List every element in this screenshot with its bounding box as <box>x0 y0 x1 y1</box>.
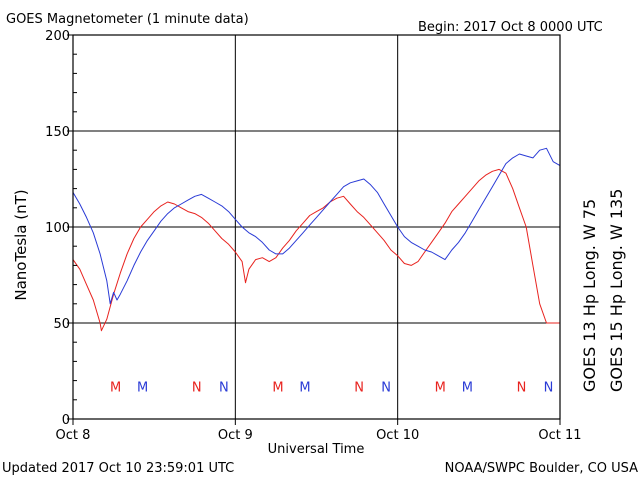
x-tick-label: Oct 11 <box>538 428 581 443</box>
series-line-goes13 <box>72 168 560 332</box>
begin-time: Begin: 2017 Oct 8 0000 UTC <box>418 20 603 35</box>
noon-marker: N <box>381 380 391 395</box>
grid <box>73 35 560 419</box>
midnight-marker: M <box>462 380 473 395</box>
x-tick-label: Oct 8 <box>56 428 91 443</box>
legend-goes15: GOES 15 Hp Long. W 135 <box>607 189 626 392</box>
midnight-marker: M <box>299 380 310 395</box>
axis-ticks: 0 50 100 150 200 Oct 8 Oct 9 Oct 10 Oct 11 <box>45 29 581 443</box>
noon-marker: N <box>354 380 364 395</box>
y-tick-label: 0 <box>62 413 70 428</box>
noon-marker: N <box>192 380 202 395</box>
series-lines <box>72 147 561 332</box>
legend: GOES 13 Hp Long. W 75 GOES 15 Hp Long. W … <box>580 189 626 392</box>
noon-marker: N <box>544 380 554 395</box>
x-tick-label: Oct 9 <box>218 428 253 443</box>
credit: NOAA/SWPC Boulder, CO USA <box>445 461 638 476</box>
x-axis-label: Universal Time <box>268 442 365 457</box>
y-tick-label: 50 <box>53 317 70 332</box>
y-axis-label: NanoTesla (nT) <box>12 189 30 300</box>
chart-title: GOES Magnetometer (1 minute data) <box>6 12 249 27</box>
y-tick-label: 150 <box>45 125 70 140</box>
legend-goes13: GOES 13 Hp Long. W 75 <box>580 199 599 392</box>
updated-time: Updated 2017 Oct 10 23:59:01 UTC <box>2 461 234 476</box>
midnight-marker: M <box>435 380 446 395</box>
midnight-marker: M <box>110 380 121 395</box>
x-tick-label: Oct 10 <box>376 428 419 443</box>
noon-marker: N <box>219 380 229 395</box>
series-line-goes15 <box>72 147 561 305</box>
y-tick-label: 100 <box>45 221 70 236</box>
midnight-marker: M <box>272 380 283 395</box>
midnight-marker: M <box>137 380 148 395</box>
y-tick-label: 200 <box>45 29 70 44</box>
noon-marker: N <box>517 380 527 395</box>
